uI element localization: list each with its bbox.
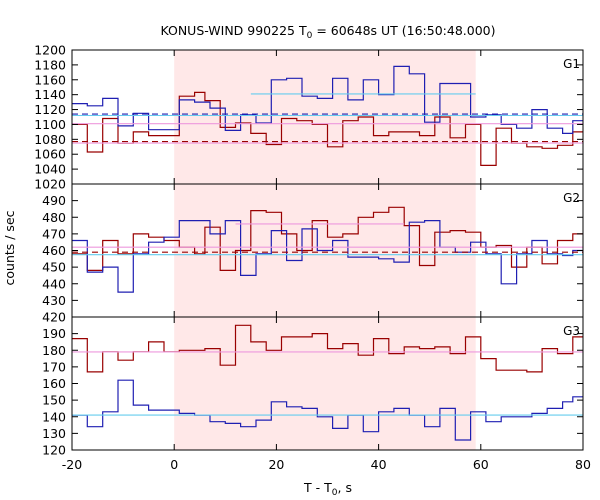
panels-group: 1020104010601080110011201140116011801200… (34, 43, 591, 473)
x-tick-label: -20 (62, 457, 82, 472)
y-tick-label-G1: 1100 (34, 117, 66, 132)
panel-label-G1: G1 (563, 57, 580, 71)
y-tick-label-G1: 1180 (34, 57, 66, 72)
series-step-G1-1 (72, 65, 583, 134)
x-tick-label: 60 (473, 457, 489, 472)
chart-title: KONUS-WIND 990225 T0 = 60648s UT (16:50:… (160, 23, 495, 41)
highlight-band (174, 317, 476, 450)
series-step-G1-0 (72, 91, 583, 166)
x-axis-label-main: T - T (303, 480, 332, 495)
chart-title-rest: = 60648s UT (16:50:48.000) (312, 23, 495, 38)
y-tick-label-G1: 1200 (34, 43, 66, 58)
highlight-band (174, 50, 476, 184)
y-axis-label: counts / sec (2, 210, 17, 285)
y-tick-label-G1: 1120 (34, 102, 66, 117)
x-axis-label-rest: , s (338, 480, 352, 495)
y-tick-label-G3: 160 (42, 376, 66, 391)
y-tick-label-G1: 1160 (34, 72, 66, 87)
chart-title-main: KONUS-WIND 990225 T (160, 23, 306, 38)
y-tick-label-G3: 180 (42, 343, 66, 358)
y-tick-label-G2: 420 (42, 310, 66, 325)
y-tick-label-G2: 490 (42, 193, 66, 208)
y-tick-label-G2: 460 (42, 243, 66, 258)
x-tick-label: 40 (371, 457, 387, 472)
y-tick-label-G3: 190 (42, 326, 66, 341)
panel-label-G3: G3 (563, 324, 580, 338)
y-tick-label-G2: 430 (42, 293, 66, 308)
y-tick-label-G1: 1140 (34, 87, 66, 102)
panel-label-G2: G2 (563, 191, 580, 205)
series-step-G3-1 (72, 379, 583, 441)
y-tick-label-G2: 450 (42, 260, 66, 275)
y-tick-label-G3: 120 (42, 443, 66, 458)
y-tick-label-G3: 150 (42, 393, 66, 408)
y-tick-label-G3: 170 (42, 359, 66, 374)
x-axis-label-subscript: 0 (332, 488, 338, 498)
y-tick-label-G2: 440 (42, 276, 66, 291)
y-tick-label-G2: 470 (42, 226, 66, 241)
y-tick-label-G1: 1060 (34, 147, 66, 162)
y-tick-label-G1: 1040 (34, 162, 66, 177)
y-tick-label-G1: 1080 (34, 132, 66, 147)
chart-title-subscript: 0 (307, 31, 313, 41)
series-step-G2-1 (72, 220, 583, 293)
x-tick-label: 0 (170, 457, 178, 472)
series-step-G3-0 (72, 324, 583, 373)
y-tick-label-G1: 1020 (34, 177, 66, 192)
y-tick-label-G3: 140 (42, 409, 66, 424)
x-tick-label: 20 (268, 457, 284, 472)
y-tick-label-G3: 130 (42, 426, 66, 441)
x-axis-label: T - T0, s (303, 480, 352, 498)
x-tick-label: 80 (575, 457, 591, 472)
y-tick-label-G2: 480 (42, 210, 66, 225)
